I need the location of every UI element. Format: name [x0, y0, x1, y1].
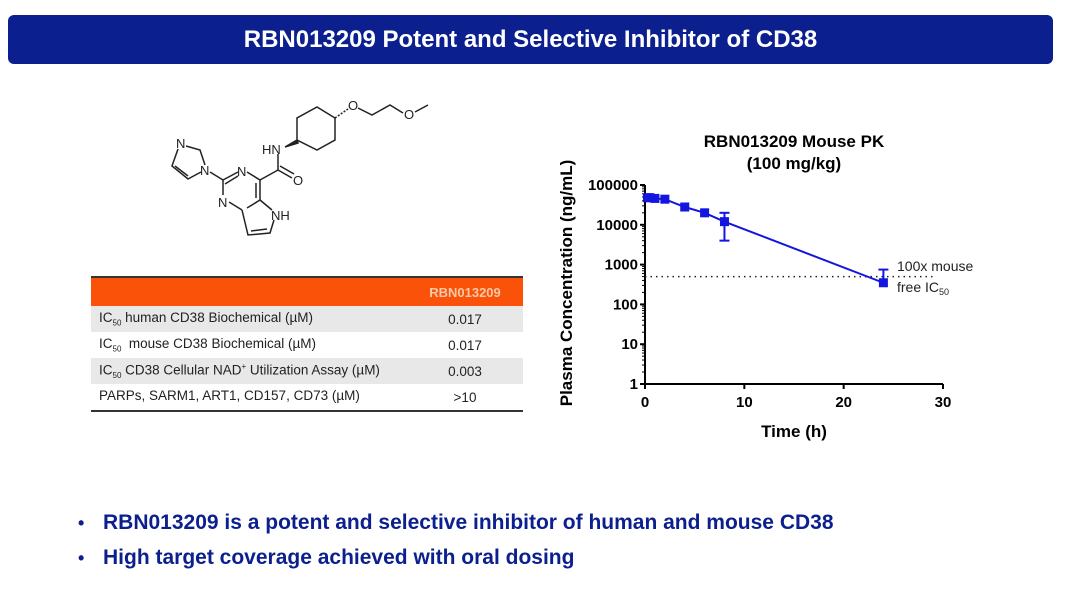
svg-text:NH: NH: [271, 208, 290, 223]
row-label: IC50 human CD38 Biochemical (µM): [91, 306, 407, 332]
chart-title: RBN013209 Mouse PK: [704, 132, 885, 151]
svg-text:O: O: [348, 98, 358, 113]
svg-text:O: O: [404, 107, 414, 122]
slide-title: RBN013209 Potent and Selective Inhibitor…: [8, 15, 1053, 64]
table-row: IC50 CD38 Cellular NAD+ Utilization Assa…: [91, 358, 523, 384]
chart-subtitle: (100 mg/kg): [747, 154, 841, 173]
svg-text:N: N: [176, 136, 185, 151]
row-value: >10: [407, 384, 523, 412]
svg-text:N: N: [218, 195, 227, 210]
atom-labels: N N N N HN NH O O O: [176, 98, 414, 223]
x-axis-label: Time (h): [761, 422, 827, 441]
x-tick-label: 0: [641, 394, 649, 411]
table-row: IC50 human CD38 Biochemical (µM) 0.017: [91, 306, 523, 332]
x-tick-label: 10: [736, 394, 753, 411]
y-tick-label: 100: [613, 296, 638, 313]
bullet-2: • High target coverage achieved with oral…: [78, 546, 575, 569]
y-tick-label: 100000: [588, 177, 638, 194]
y-tick-label: 10000: [596, 217, 638, 234]
svg-text:HN: HN: [262, 142, 281, 157]
table-row: IC50 mouse CD38 Biochemical (µM) 0.017: [91, 332, 523, 358]
row-value: 0.017: [448, 337, 482, 353]
row-value: 0.017: [407, 306, 523, 332]
bullet-1: • RBN013209 is a potent and selective inh…: [78, 511, 834, 534]
bonds: [171, 104, 429, 236]
data-point: [660, 194, 670, 204]
y-axis-label: Plasma Concentration (ng/mL): [557, 160, 576, 407]
compound-header: RBN013209: [407, 276, 523, 306]
table-row: PARPs, SARM1, ART1, CD157, CD73 (µM) >10: [91, 384, 523, 412]
chemical-structure: N N N N HN NH O O O: [171, 98, 429, 236]
data-point: [878, 278, 888, 288]
row-value: 0.003: [407, 358, 523, 384]
data-point: [700, 208, 710, 218]
y-tick-label: 10: [621, 336, 638, 353]
data-point: [645, 193, 655, 203]
y-tick-label: 1000: [605, 257, 638, 274]
data-point: [680, 202, 690, 212]
y-tick-label: 1: [630, 376, 638, 393]
reference-label-1: 100x mouse: [897, 258, 973, 274]
svg-text:N: N: [200, 163, 209, 178]
data-point: [719, 217, 729, 227]
data-point: [650, 193, 660, 203]
activity-table: RBN013209 IC50 human CD38 Biochemical (µ…: [91, 276, 523, 412]
svg-text:O: O: [293, 173, 303, 188]
row-label: IC50 CD38 Cellular NAD+ Utilization Assa…: [91, 358, 407, 384]
svg-text:N: N: [237, 164, 246, 179]
x-tick-label: 20: [835, 394, 852, 411]
row-label: IC50 mouse CD38 Biochemical (µM): [99, 336, 316, 354]
reference-label-2: free IC50: [897, 279, 949, 297]
row-label: PARPs, SARM1, ART1, CD157, CD73 (µM): [91, 384, 407, 412]
x-tick-label: 30: [935, 394, 952, 411]
